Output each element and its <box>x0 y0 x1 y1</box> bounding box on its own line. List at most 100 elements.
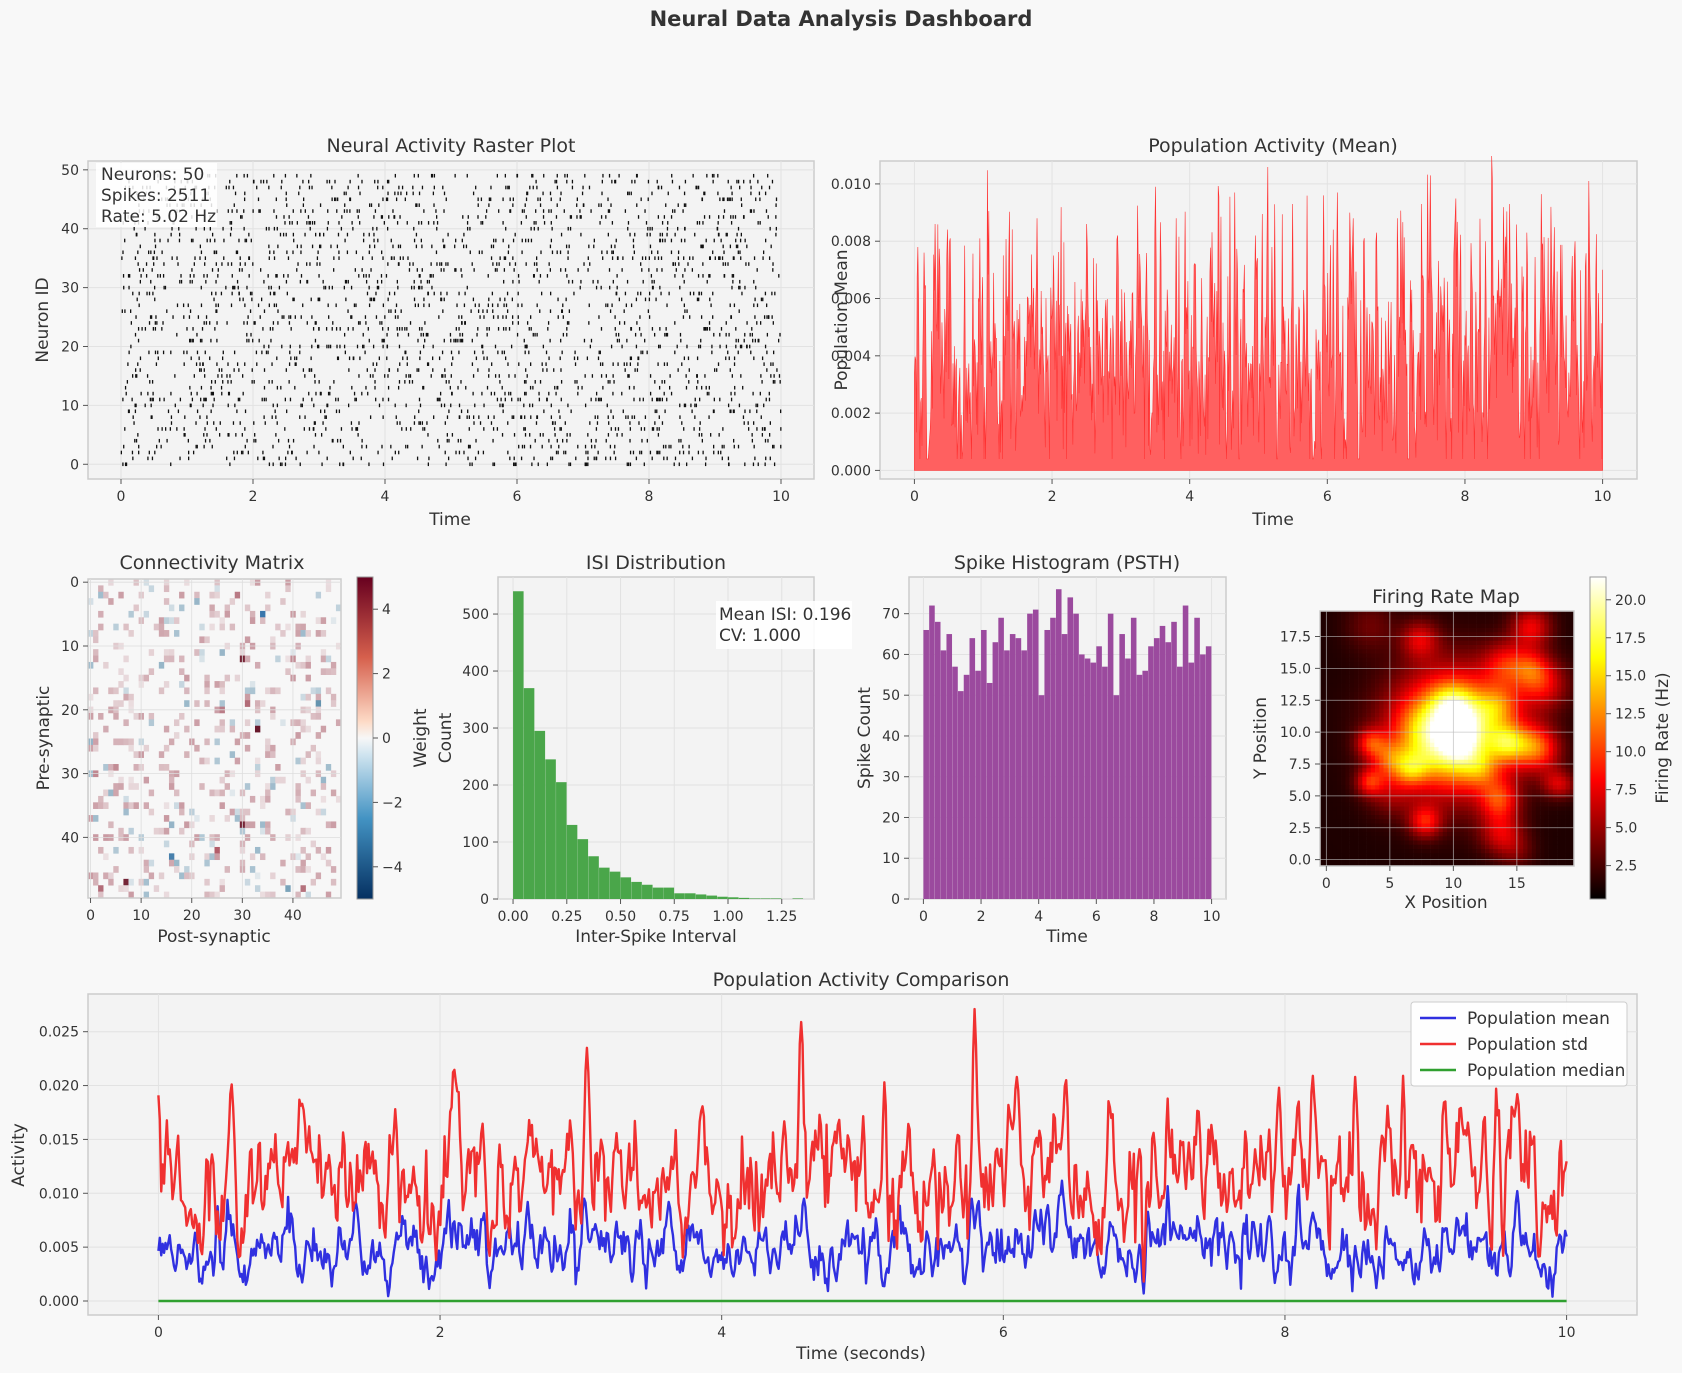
firing-rate-cell <box>1447 674 1452 680</box>
firing-rate-cell <box>1341 725 1346 731</box>
connectivity-cell <box>179 712 185 720</box>
firing-rate-cell <box>1425 640 1431 646</box>
connectivity-cell <box>234 591 241 599</box>
connectivity-cell <box>199 655 205 663</box>
connectivity-cell <box>325 668 332 675</box>
isi-bar <box>513 591 524 899</box>
firing-rate-cell <box>1548 623 1554 629</box>
connectivity-cell <box>265 687 271 695</box>
firing-rate-cell <box>1400 623 1405 629</box>
psth-bar <box>929 605 935 899</box>
firing-rate-cell <box>1353 649 1359 654</box>
firing-rate-cell <box>1535 679 1541 684</box>
firing-rate-cell <box>1328 674 1333 680</box>
firing-rate-cell <box>1497 713 1503 718</box>
population-mean-ytick-label: 0.006 <box>831 292 871 308</box>
firing-rate-cell <box>1400 662 1405 667</box>
firing-rate-cell <box>1535 687 1541 693</box>
connectivity-cell <box>305 655 311 663</box>
firing-rate-cell <box>1472 640 1477 646</box>
firing-rate-cell <box>1336 713 1342 718</box>
firing-rate-cell <box>1502 700 1507 705</box>
firing-rate-cell <box>1425 700 1431 705</box>
isi-bar <box>738 897 750 899</box>
firing-rate-cell <box>1341 717 1346 722</box>
connectivity-cell <box>179 802 185 809</box>
firing-rate-cell <box>1434 653 1439 659</box>
firing-rate-cell <box>1518 632 1524 637</box>
firing-rate-cell <box>1480 700 1486 705</box>
firing-rate-cell <box>1358 628 1363 633</box>
firing-rate-cell <box>1349 713 1355 718</box>
connectivity-xtick-label: 30 <box>233 908 251 924</box>
connectivity-xtick-label: 0 <box>86 908 95 924</box>
firing-rate-cell <box>1463 615 1469 620</box>
firing-rate-cell <box>1362 640 1367 646</box>
firing-rate-cell <box>1557 713 1562 718</box>
connectivity-cell <box>295 732 301 739</box>
firing-rate-cell <box>1349 653 1355 659</box>
isi-bar <box>760 898 771 899</box>
firing-rate-cell <box>1557 623 1562 629</box>
firing-rate-cell <box>1391 653 1397 659</box>
psth-bar <box>981 629 987 899</box>
firing-rate-cell <box>1527 662 1532 667</box>
psth-bar <box>1090 662 1097 899</box>
firing-rate-cell <box>1518 628 1524 633</box>
firing-rate-cell <box>1328 670 1333 676</box>
firing-rate-cell <box>1557 657 1562 663</box>
firing-rate-cell <box>1561 725 1566 731</box>
firing-rate-cell <box>1332 696 1338 701</box>
connectivity-cell <box>300 802 306 809</box>
firing-rate-cell <box>1510 687 1516 693</box>
connectivity-title: Connectivity Matrix <box>120 552 305 574</box>
firing-rate-cell <box>1455 674 1460 680</box>
firing-rate-cell <box>1417 619 1422 625</box>
firing-rate-cell <box>1417 713 1422 718</box>
connectivity-cell <box>300 693 306 701</box>
firing-rate-cell <box>1341 679 1346 684</box>
connectivity-cell <box>320 776 327 784</box>
firing-rate-cell <box>1366 623 1372 629</box>
connectivity-xlabel: Post-synaptic <box>157 927 270 947</box>
connectivity-cell <box>98 846 104 854</box>
firing-rate-cell <box>1506 679 1511 684</box>
firing-rate-cell <box>1362 721 1367 727</box>
firing-rate-cell <box>1442 725 1448 731</box>
firing-rate-cell <box>1455 657 1460 663</box>
firing-rate-cell <box>1345 653 1350 659</box>
connectivity-cell <box>184 700 190 707</box>
firing-rate-cell <box>1455 615 1460 620</box>
firing-rate-cell <box>1502 679 1507 684</box>
firing-rate-cell <box>1476 704 1482 710</box>
firing-rate-cell <box>1400 725 1405 731</box>
connectivity-cell <box>163 617 170 624</box>
psth-bar <box>969 638 976 899</box>
firing-rate-cell <box>1421 696 1427 701</box>
firing-rate-cell <box>1552 645 1558 650</box>
firing-rate-cell <box>1493 662 1499 667</box>
connectivity-cell <box>275 655 281 663</box>
firing-rate-cell <box>1506 708 1511 714</box>
psth-bar <box>1073 613 1079 899</box>
firing-rate-cell <box>1375 619 1380 625</box>
firing-rate-cell <box>1518 670 1524 676</box>
firing-rate-cell <box>1548 725 1554 731</box>
firing-rate-cell <box>1408 717 1414 722</box>
firing-rate-cell <box>1366 683 1372 688</box>
firing-rate-cell <box>1421 623 1427 629</box>
firing-rate-cell <box>1523 645 1528 650</box>
connectivity-cell <box>320 725 327 733</box>
firing-rate-cell <box>1383 717 1389 722</box>
firing-rate-cell <box>1417 649 1422 654</box>
firing-rate-cell <box>1404 704 1410 710</box>
firing-rate-cell <box>1425 623 1431 629</box>
firing-rate-cell <box>1569 691 1575 697</box>
firing-rate-cell <box>1485 670 1490 676</box>
firing-rate-cell <box>1565 670 1571 676</box>
firing-rate-cell <box>1400 708 1405 714</box>
psth-bar <box>1102 666 1108 899</box>
firing-rate-cell <box>1320 717 1325 722</box>
connectivity-cell <box>310 687 316 695</box>
firing-rate-cell <box>1421 679 1427 684</box>
